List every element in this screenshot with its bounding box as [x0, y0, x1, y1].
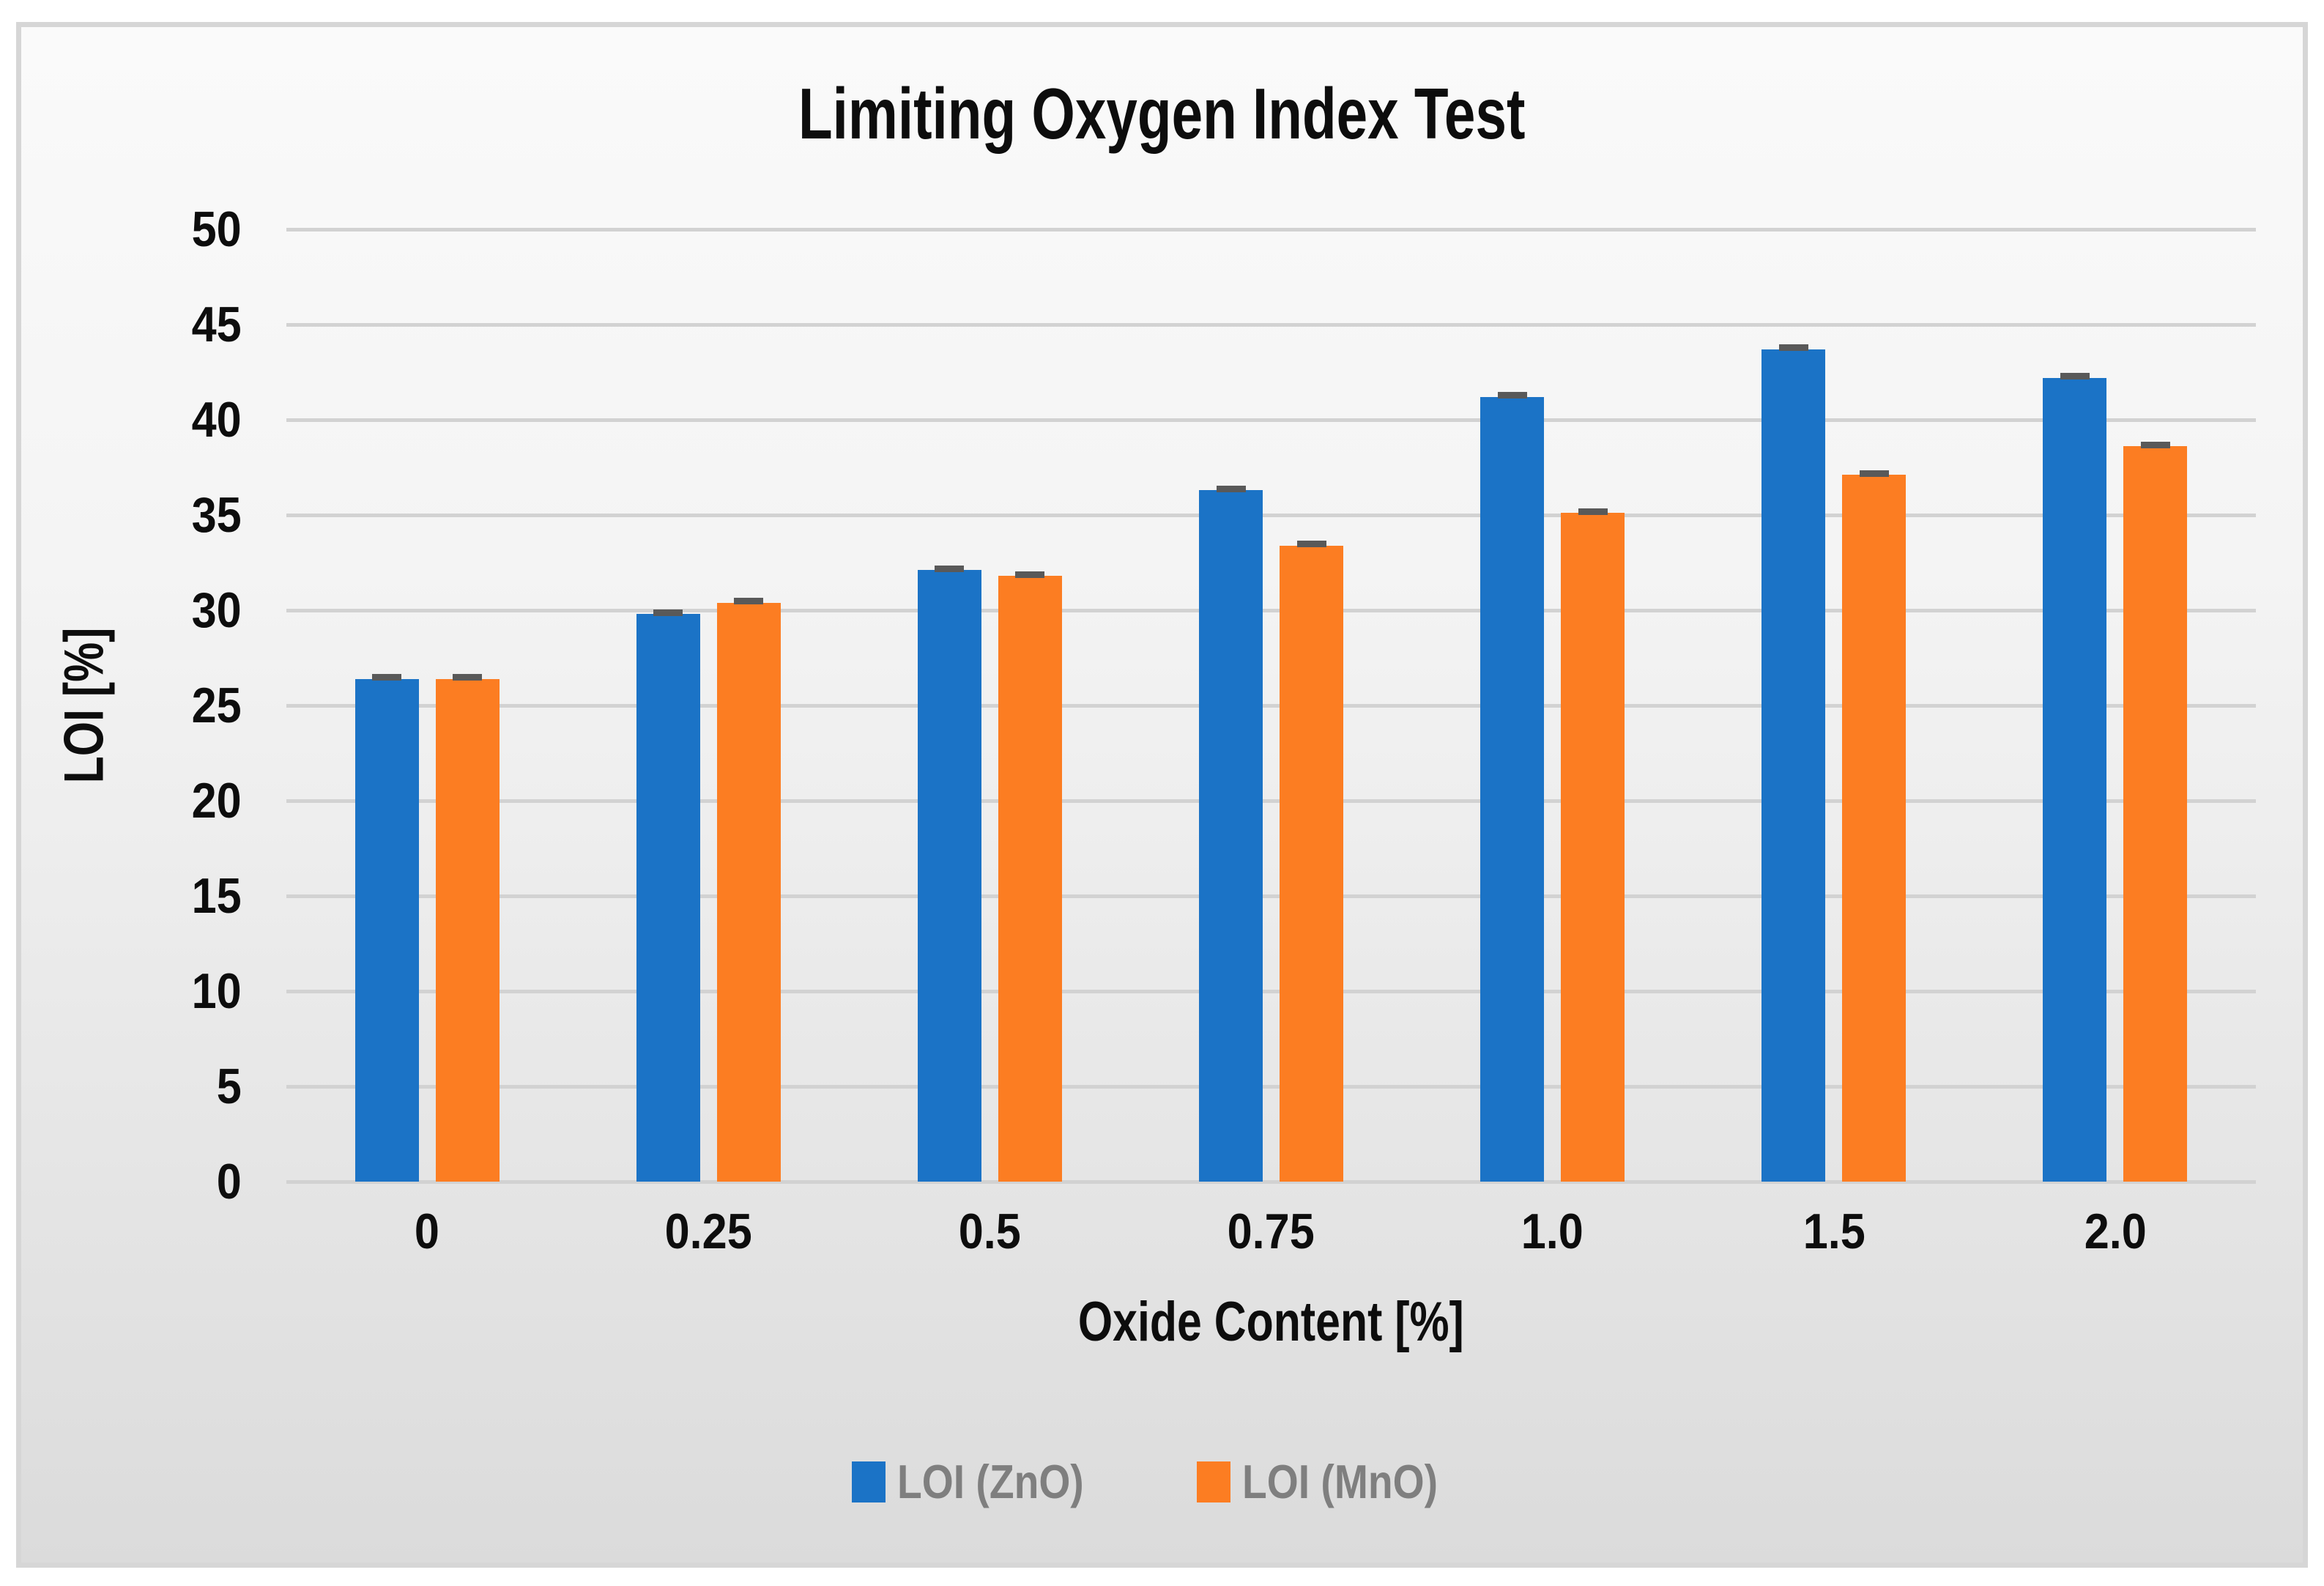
error-bar-cap [935, 565, 965, 572]
bar [917, 570, 981, 1182]
y-tick-label: 35 [51, 486, 242, 544]
x-tick-label-text: 2.0 [2084, 1204, 2147, 1259]
y-tick-label: 20 [51, 771, 242, 830]
y-tick-label: 45 [51, 295, 242, 354]
gridline [286, 894, 2256, 898]
error-bar-cap [1497, 392, 1527, 399]
x-tick-label: 0.25 [591, 1202, 825, 1261]
y-tick-label: 40 [51, 390, 242, 449]
gridline [286, 1179, 2256, 1184]
x-tick-label: 0.75 [1154, 1202, 1389, 1261]
x-tick-label-text: 1.5 [1803, 1204, 1865, 1259]
y-tick-label: 15 [51, 867, 242, 925]
bar [998, 576, 1062, 1182]
bar [1280, 545, 1343, 1182]
bar [435, 678, 500, 1182]
x-tick-label: 1.5 [1717, 1202, 1951, 1261]
y-tick-label-text: 5 [216, 1059, 242, 1114]
plot-area [286, 227, 2256, 1184]
error-bar-cap [2060, 373, 2090, 380]
legend-item: LOI (MnO) [1197, 1454, 1472, 1509]
error-bar-cap [1778, 344, 1808, 352]
legend-label: LOI (MnO) [1242, 1454, 1472, 1509]
y-tick-label-text: 0 [216, 1154, 242, 1209]
y-tick-label-text: 45 [191, 297, 242, 352]
x-tick-label: 2.0 [1998, 1202, 2232, 1261]
error-bar-cap [734, 598, 764, 605]
gridline [286, 513, 2256, 517]
error-bar-cap [453, 674, 483, 681]
x-tick-label: 0 [310, 1202, 544, 1261]
bar [1761, 349, 1826, 1182]
error-bar-cap [1216, 485, 1246, 492]
error-bar-cap [653, 609, 683, 616]
x-tick-label-text: 0.5 [958, 1204, 1021, 1259]
gridline [286, 322, 2256, 327]
bar [716, 602, 781, 1182]
y-tick-label-text: 50 [191, 201, 242, 257]
y-tick-label: 25 [51, 676, 242, 735]
y-tick-label: 0 [51, 1152, 242, 1211]
bar [1842, 475, 1907, 1182]
x-tick-label: 1.0 [1436, 1202, 1670, 1261]
gridline [286, 227, 2256, 231]
y-tick-label-text: 10 [191, 963, 242, 1019]
y-tick-label: 10 [51, 962, 242, 1020]
y-tick-label: 5 [51, 1057, 242, 1116]
x-axis-title: Oxide Content [%] [286, 1290, 2256, 1354]
error-bar-cap [1578, 508, 1608, 515]
error-bar-cap [2140, 441, 2170, 448]
bar [354, 678, 419, 1182]
legend-swatch [851, 1461, 886, 1502]
y-tick-label-text: 40 [191, 392, 242, 448]
error-bar-cap [1296, 541, 1326, 548]
legend: LOI (ZnO) LOI (MnO) [21, 1454, 2303, 1509]
chart-title: Limiting Oxygen Index Test [21, 73, 2303, 155]
legend-label: LOI (ZnO) [897, 1454, 1117, 1509]
gridline [286, 703, 2256, 708]
gridline [286, 798, 2256, 803]
bar [2123, 446, 2188, 1182]
x-tick-label: 0.5 [872, 1202, 1107, 1261]
y-tick-label: 30 [51, 581, 242, 640]
bar [1480, 396, 1545, 1182]
legend-label-text: LOI (MnO) [1242, 1455, 1438, 1508]
y-tick-label-text: 15 [191, 868, 242, 924]
gridline [286, 608, 2256, 612]
gridline [286, 418, 2256, 422]
x-tick-label-text: 0 [415, 1204, 440, 1259]
bar [1561, 513, 1625, 1182]
bar [1199, 490, 1263, 1182]
y-tick-label-text: 30 [191, 582, 242, 638]
x-tick-label-text: 1.0 [1521, 1204, 1584, 1259]
chart-frame: Limiting Oxygen Index Test LOI [%] 0 5 10 1… [16, 22, 2308, 1568]
chart-title-text: Limiting Oxygen Index Test [798, 73, 1526, 154]
legend-label-text: LOI (ZnO) [896, 1455, 1084, 1508]
error-bar-cap [372, 674, 402, 681]
error-bar-cap [1859, 470, 1889, 477]
gridline [286, 989, 2256, 993]
bar [636, 614, 700, 1182]
legend-item: LOI (ZnO) [851, 1454, 1117, 1509]
y-tick-label: 50 [51, 200, 242, 259]
gridline [286, 1084, 2256, 1089]
y-tick-label-text: 35 [191, 487, 242, 543]
bar [2043, 377, 2107, 1182]
x-tick-label-text: 0.75 [1227, 1204, 1315, 1259]
x-axis-title-text: Oxide Content [%] [1078, 1291, 1464, 1353]
x-tick-label-text: 0.25 [664, 1204, 752, 1259]
y-tick-label-text: 20 [191, 773, 242, 829]
y-tick-label-text: 25 [191, 678, 242, 733]
error-bar-cap [1015, 571, 1045, 578]
legend-swatch [1197, 1461, 1231, 1502]
